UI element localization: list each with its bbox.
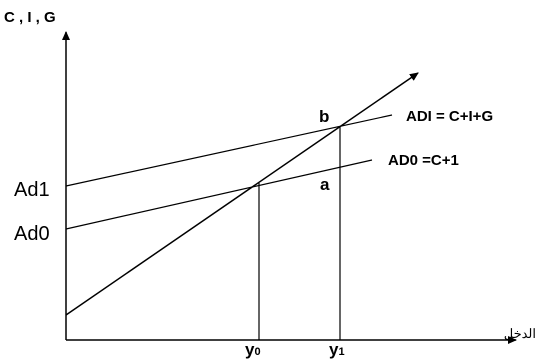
ad-low-line <box>65 159 373 230</box>
x-axis-label: الدخل <box>504 326 536 341</box>
y1-tick-label: y1 <box>329 340 345 359</box>
line-high-label: ADI = C+I+G <box>406 108 493 125</box>
intercept-low-label: Ad0 <box>14 223 50 245</box>
forty-five-degree-line <box>65 72 419 316</box>
ad-high-line <box>65 114 393 187</box>
y0-tick-label: y0 <box>245 340 261 359</box>
point-b-label: b <box>319 107 329 126</box>
y-axis-label: C , I , G <box>4 9 56 26</box>
intercept-high-label: Ad1 <box>14 179 50 201</box>
line-low-label: AD0 =C+1 <box>388 152 459 169</box>
point-a-label: a <box>320 175 330 194</box>
